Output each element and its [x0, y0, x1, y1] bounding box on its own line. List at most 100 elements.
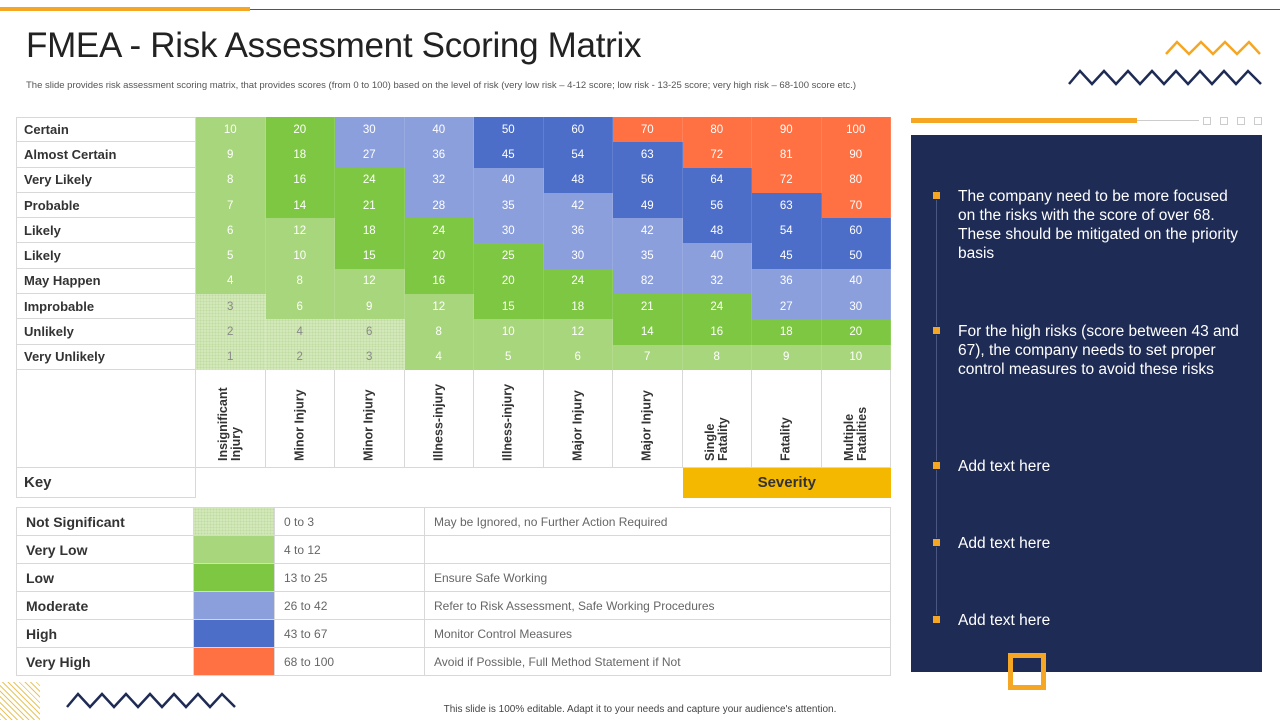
legend-action: Avoid if Possible, Full Method Statement…: [425, 648, 891, 675]
matrix-cell: 32: [682, 268, 752, 295]
matrix-cell: 7: [613, 344, 683, 370]
severity-cell: Minor Injury: [265, 369, 335, 468]
matrix-cell: 45: [474, 142, 544, 168]
bullet-text: Add text here: [958, 458, 1051, 475]
matrix-cell: 10: [821, 344, 891, 370]
matrix-cell: 8: [196, 167, 266, 193]
bullet-square-icon: [932, 461, 941, 470]
matrix-cell: 24: [682, 294, 752, 320]
likelihood-label: Unlikely: [16, 319, 196, 345]
matrix-cell: 9: [752, 344, 822, 370]
bullet-square-icon: [932, 326, 941, 335]
zigzag-navy-icon: [1068, 69, 1262, 86]
legend-color-swatch: [194, 620, 274, 647]
legend-color-swatch: [194, 508, 274, 535]
matrix-cell: 4: [265, 319, 335, 345]
panel-timeline-line: [936, 190, 937, 620]
matrix-cell: 12: [404, 294, 474, 320]
matrix-row: Very Unlikely 1 2 3 4 5 6 7 8 9 10: [16, 344, 891, 370]
bullet-square-icon: [932, 538, 941, 547]
severity-label: Minor Injury: [292, 389, 307, 461]
likelihood-label: Certain: [16, 117, 196, 143]
severity-header: Severity: [682, 467, 891, 498]
severity-label: Illness-injury: [500, 383, 515, 461]
top-rule: [0, 9, 1280, 10]
matrix-cell: 100: [821, 117, 891, 143]
matrix-cell: 5: [196, 243, 266, 269]
matrix-cell: 24: [404, 218, 474, 244]
matrix-cell: 1: [196, 344, 266, 370]
decor-square: [1203, 117, 1211, 125]
matrix-row: Almost Certain 9 18 27 36 45 54 63 72 81 90: [16, 142, 891, 168]
matrix-cell: 2: [196, 319, 266, 345]
matrix-cell: 60: [821, 218, 891, 244]
matrix-cell: 45: [752, 243, 822, 269]
matrix-row: Probable 7 14 21 28 35 42 49 56 63 70: [16, 192, 891, 219]
matrix-cell: 72: [752, 167, 822, 193]
matrix-cell: 6: [196, 218, 266, 244]
legend-score-range: 68 to 100: [274, 648, 425, 675]
matrix-row: Very Likely 8 16 24 32 40 48 56 64 72 80: [16, 167, 891, 193]
severity-cell: Illness-injury: [404, 369, 474, 468]
matrix-cell: 18: [335, 218, 405, 244]
likelihood-label: Very Unlikely: [16, 344, 196, 370]
matrix-cell: 35: [613, 243, 683, 269]
bullet-text: For the high risks (score between 43 and…: [958, 323, 1239, 378]
severity-row: Insignificant Injury Minor Injury Minor In…: [16, 369, 891, 468]
legend-level-name: Moderate: [16, 592, 194, 619]
matrix-cell: 18: [265, 142, 335, 168]
matrix-cell: 5: [474, 344, 544, 370]
matrix-cell: 28: [404, 192, 474, 219]
legend-row: Very Low 4 to 12: [16, 536, 891, 564]
matrix-cell: 63: [613, 142, 683, 168]
severity-label: Minor Injury: [361, 389, 376, 461]
severity-cell: Single Fatality: [682, 369, 752, 468]
matrix-cell: 10: [265, 243, 335, 269]
matrix-cell: 24: [335, 167, 405, 193]
legend-score-range: 13 to 25: [274, 564, 425, 591]
matrix-cell: 9: [196, 142, 266, 168]
risk-legend: Not Significant 0 to 3 May be Ignored, no …: [16, 507, 891, 676]
matrix-cell: 63: [752, 192, 822, 219]
severity-label: Insignificant Injury: [216, 387, 244, 461]
matrix-cell: 48: [682, 218, 752, 244]
severity-label: Single Fatality: [702, 417, 730, 461]
matrix-cell: 20: [474, 268, 544, 295]
severity-cell: Illness-injury: [474, 369, 544, 468]
bullet-text: Add text here: [958, 612, 1051, 629]
hatch-decoration: [0, 682, 40, 720]
severity-label: Multiple Fatalities: [841, 406, 869, 461]
matrix-cell: 8: [682, 344, 752, 370]
matrix-cell: 40: [404, 117, 474, 143]
matrix-cell: 80: [821, 167, 891, 193]
matrix-cell: 4: [196, 268, 266, 295]
matrix-cell: 50: [474, 117, 544, 143]
legend-level-name: Not Significant: [16, 508, 194, 535]
matrix-cell: 9: [335, 294, 405, 320]
page-subtitle: The slide provides risk assessment scori…: [26, 80, 856, 91]
orange-square-ring-icon: [1008, 653, 1046, 690]
likelihood-label: Probable: [16, 192, 196, 219]
legend-score-range: 26 to 42: [274, 592, 425, 619]
legend-score-range: 43 to 67: [274, 620, 425, 647]
matrix-cell: 18: [543, 294, 613, 320]
matrix-cell: 18: [752, 319, 822, 345]
matrix-cell: 30: [821, 294, 891, 320]
likelihood-label: Very Likely: [16, 167, 196, 193]
legend-row: Very High 68 to 100 Avoid if Possible, Ful…: [16, 648, 891, 676]
matrix-cell: 42: [613, 218, 683, 244]
matrix-cell: 3: [335, 344, 405, 370]
bullet-text: Add text here: [958, 535, 1051, 552]
matrix-cell: 90: [752, 117, 822, 143]
legend-color-swatch: [194, 536, 274, 563]
matrix-cell: 49: [613, 192, 683, 219]
key-spacer: [196, 468, 683, 498]
panel-accent-line: [1137, 120, 1199, 121]
matrix-cell: 16: [404, 268, 474, 295]
likelihood-label: Likely: [16, 243, 196, 269]
matrix-row: Likely 5 10 15 20 25 30 35 40 45 50: [16, 243, 891, 269]
legend-row: Not Significant 0 to 3 May be Ignored, no …: [16, 508, 891, 536]
matrix-cell: 14: [613, 319, 683, 345]
matrix-cell: 36: [543, 218, 613, 244]
matrix-cell: 27: [752, 294, 822, 320]
